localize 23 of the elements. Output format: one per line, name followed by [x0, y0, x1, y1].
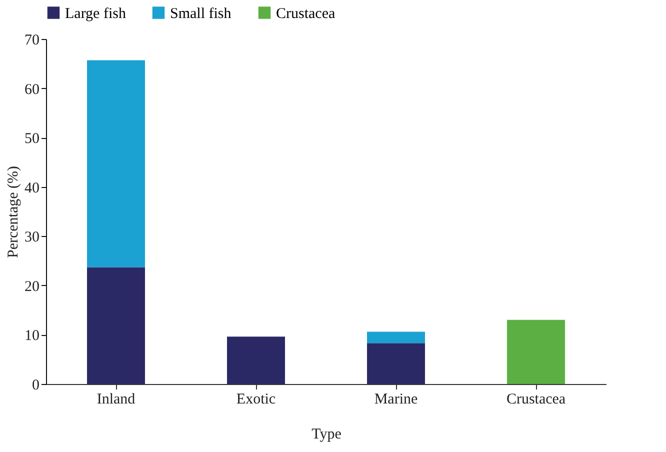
- legend-label: Small fish: [170, 6, 232, 22]
- bar: [367, 332, 425, 344]
- x-tick-label: Inland: [96, 392, 136, 408]
- y-tick-label: 30: [24, 230, 40, 246]
- bar: [227, 336, 285, 384]
- legend-label: Large fish: [65, 6, 126, 22]
- y-tick-label: 0: [32, 378, 40, 394]
- y-tick-label: 10: [24, 328, 40, 344]
- y-axis-title: Percentage (%): [6, 166, 22, 258]
- bar: [87, 267, 145, 384]
- bar: [507, 320, 565, 384]
- y-tick-label: 40: [24, 180, 40, 196]
- x-tick-label: Marine: [374, 392, 418, 408]
- y-tick-label: 20: [24, 278, 40, 295]
- legend-label: Crustacea: [276, 6, 336, 22]
- x-axis-title: Type: [312, 426, 342, 442]
- y-tick-label: 60: [24, 82, 40, 98]
- y-tick-label: 50: [24, 131, 40, 148]
- bar: [87, 60, 145, 268]
- x-tick-label: Crustacea: [506, 392, 566, 408]
- bar: [367, 343, 425, 384]
- y-tick-label: 70: [24, 32, 40, 48]
- x-tick-label: Exotic: [236, 392, 276, 408]
